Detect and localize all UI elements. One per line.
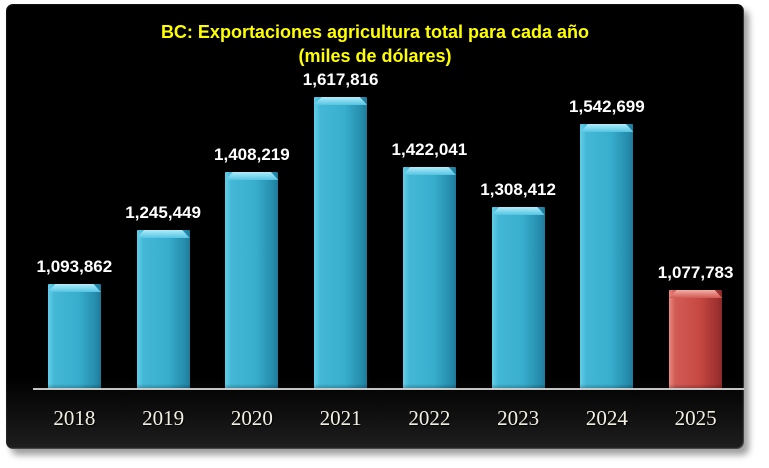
bar-2022	[402, 167, 456, 389]
chart-title-block: BC: Exportaciones agricultura total para…	[6, 20, 744, 68]
value-label-2020: 1,408,219	[214, 145, 290, 164]
bar-slot-2021: 1,617,816	[296, 69, 385, 389]
bar-2023	[491, 207, 545, 389]
plot-area: 1,093,862 1,245,449 1,408,219 1,617,816 1,42…	[30, 69, 740, 389]
x-axis-labels: 2018 2019 2020 2021 2022 2023 2024 2025	[30, 406, 740, 431]
bar-slot-2022: 1,422,041	[385, 69, 474, 389]
value-label-2022: 1,422,041	[391, 140, 468, 159]
bar-2025	[669, 290, 723, 389]
x-axis-label-2018: 2018	[53, 406, 96, 430]
x-axis-label-2021: 2021	[319, 406, 362, 430]
value-label-2024: 1,542,699	[569, 97, 645, 116]
chart-subtitle: (miles de dólares)	[298, 46, 452, 66]
bar-2021	[314, 97, 368, 389]
bar-slot-2020: 1,408,219	[208, 69, 297, 389]
bar-slot-2019: 1,245,449	[119, 69, 208, 389]
x-axis-label-2020: 2020	[230, 406, 273, 430]
chart-panel: BC: Exportaciones agricultura total para…	[6, 4, 744, 449]
value-label-2021: 1,617,816	[302, 70, 379, 89]
value-label-2025: 1,077,783	[657, 263, 734, 282]
bar-slot-2024: 1,542,699	[563, 69, 652, 389]
x-axis-label-2019: 2019	[142, 406, 185, 430]
value-label-2018: 1,093,862	[36, 257, 113, 276]
value-label-2019: 1,245,449	[125, 203, 201, 222]
bar-2024	[580, 124, 634, 389]
chart-title: BC: Exportaciones agricultura total para…	[160, 22, 590, 42]
x-axis-label-2024: 2024	[585, 406, 628, 430]
x-axis-label-2023: 2023	[497, 406, 540, 430]
bar-2020	[225, 172, 279, 389]
bar-2019	[136, 230, 190, 389]
bar-slot-2018: 1,093,862	[30, 69, 119, 389]
bar-2018	[47, 284, 101, 389]
bar-slot-2023: 1,308,412	[474, 69, 563, 389]
x-axis-line	[33, 388, 744, 390]
x-axis-label-2022: 2022	[408, 406, 451, 430]
x-axis-label-2025: 2025	[674, 406, 717, 430]
value-label-2023: 1,308,412	[480, 180, 556, 199]
bar-slot-2025: 1,077,783	[651, 69, 740, 389]
